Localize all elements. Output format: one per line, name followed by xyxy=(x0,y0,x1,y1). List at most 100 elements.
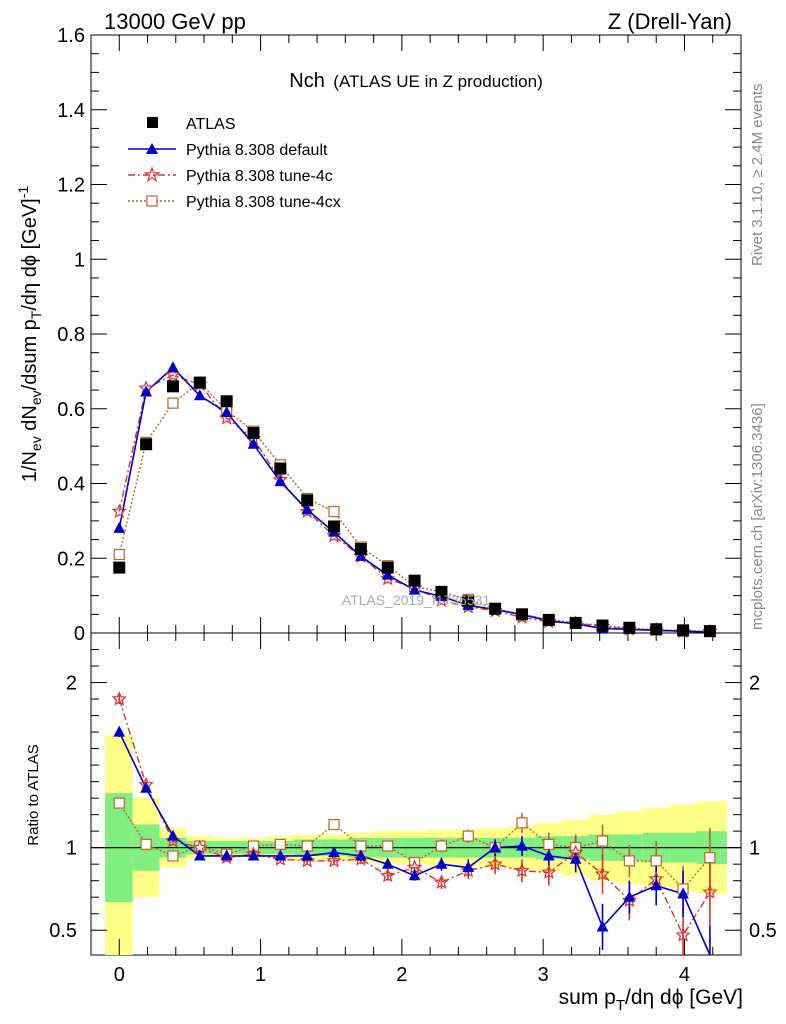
ratio-point-tune4c xyxy=(460,862,476,878)
ratio-point-default xyxy=(435,857,448,869)
ratio-point-default xyxy=(193,849,206,861)
ratio-series xyxy=(111,691,718,956)
top-ytick-label: 1.6 xyxy=(57,25,85,47)
ratio-point-tune4c xyxy=(702,884,718,899)
legend-marker-atlas xyxy=(147,117,158,128)
ratio-ylabel: Ratio to ATLAS xyxy=(25,744,42,845)
ratio-point-default xyxy=(247,849,260,861)
ratio-point-tune4c xyxy=(594,866,611,881)
top-point-default xyxy=(408,583,421,595)
top-point-default xyxy=(247,437,260,449)
ratio-point-tune4cx xyxy=(462,830,474,842)
mcplots-label: mcplots.cern.ch [arXiv:1306.3436] xyxy=(749,403,766,630)
rivet-label: Rivet 3.1.10, ≥ 2.4M events xyxy=(749,84,766,267)
ratio-line-tune4c xyxy=(118,698,711,937)
top-ytick-label: 1.4 xyxy=(57,100,85,122)
top-point-atlas xyxy=(677,624,690,637)
legend-label-atlas: ATLAS xyxy=(186,116,236,133)
ratio-point-default xyxy=(274,849,287,861)
ratio-point-default xyxy=(301,849,314,861)
top-point-default xyxy=(274,475,287,487)
ratio-point-default xyxy=(542,849,555,861)
ratio-point-default xyxy=(569,852,582,864)
ratio-point-tune4c xyxy=(487,856,503,871)
top-ytick-label: 1 xyxy=(74,249,85,271)
top-series xyxy=(111,361,718,639)
ratio-point-tune4cx xyxy=(167,850,179,862)
top-point-atlas xyxy=(623,621,636,634)
legend-label-tune4c: Pythia 8.308 tune-4c xyxy=(186,168,333,185)
ratio-point-tune4c xyxy=(326,852,342,868)
legend: ATLAS Pythia 8.308 default Pythia 8.308 … xyxy=(128,116,341,211)
header-left: 13000 GeV pp xyxy=(104,9,246,34)
ratio-point-default xyxy=(623,890,636,902)
top-point-atlas xyxy=(113,561,126,574)
ratio-point-tune4c xyxy=(111,691,127,706)
ratio-point-tune4c xyxy=(433,874,450,889)
ratio-point-default xyxy=(650,879,663,891)
top-point-atlas xyxy=(247,427,260,440)
ratio-point-tune4c xyxy=(380,867,396,883)
ratio-point-tune4c xyxy=(219,849,235,865)
top-point-atlas xyxy=(515,608,528,621)
top-point-atlas xyxy=(435,585,448,598)
ratio-point-default xyxy=(140,781,152,793)
top-point-default xyxy=(220,405,233,418)
ratio-point-tune4cx xyxy=(328,818,340,831)
top-point-atlas xyxy=(650,623,663,636)
top-ytick-label: 0.6 xyxy=(57,399,85,421)
top-point-tune4c xyxy=(380,570,396,586)
top-point-atlas xyxy=(220,395,233,408)
ratio-ytick-label-right: 0.5 xyxy=(749,920,777,942)
ratio-xtick-label: 3 xyxy=(538,964,549,986)
top-point-atlas xyxy=(140,438,153,451)
ratio-point-tune4c xyxy=(272,851,289,866)
legend-marker-tune4cx xyxy=(146,195,158,207)
ratio-point-tune4cx xyxy=(623,855,635,867)
ratio-point-tune4cx xyxy=(596,835,609,847)
top-point-tune4c xyxy=(165,367,181,382)
top-point-atlas xyxy=(703,625,716,638)
ratio-point-tune4c xyxy=(675,927,691,942)
top-point-default xyxy=(355,549,367,561)
top-point-default xyxy=(167,361,179,373)
top-ytick-label: 0.2 xyxy=(57,548,85,570)
ratio-point-default xyxy=(408,869,421,881)
top-point-default xyxy=(381,568,394,580)
top-point-default xyxy=(301,503,314,515)
top-point-atlas xyxy=(381,561,394,574)
header-right: Z (Drell-Yan) xyxy=(608,9,732,34)
top-ylabel: 1/Nev dNev/dsum pT/dη dϕ [GeV]-1 xyxy=(15,186,44,483)
ratio-ytick-label: 0.5 xyxy=(49,920,77,942)
top-point-tune4cx xyxy=(328,505,340,518)
top-point-atlas xyxy=(328,520,341,533)
ratio-point-tune4cx xyxy=(543,838,555,850)
xlabel: sum pT/dη dϕ [GeV] xyxy=(559,986,743,1014)
ratio-point-default xyxy=(596,920,609,932)
plot-title-sub: (ATLAS UE in Z production) xyxy=(333,72,542,91)
top-point-default xyxy=(193,389,206,401)
top-point-default xyxy=(140,385,152,397)
top-point-atlas xyxy=(569,616,582,629)
legend-label-default: Pythia 8.308 default xyxy=(186,142,328,159)
ratio-ytick-label: 2 xyxy=(66,673,77,695)
ratio-point-default xyxy=(113,725,126,737)
top-point-default xyxy=(113,521,126,533)
ratio-xtick-label: 4 xyxy=(679,964,690,986)
ratio-point-default xyxy=(677,887,689,899)
ratio-point-tune4cx xyxy=(650,855,662,867)
ratio-point-tune4cx xyxy=(140,838,152,850)
top-point-atlas xyxy=(166,380,179,393)
ratio-ytick-label: 1 xyxy=(66,838,77,860)
top-point-tune4c xyxy=(326,527,342,543)
ratio-point-tune4cx xyxy=(516,817,528,829)
ratio-point-default xyxy=(355,849,367,861)
top-point-tune4c xyxy=(433,592,450,607)
top-point-atlas xyxy=(301,494,314,507)
top-point-atlas xyxy=(542,613,555,626)
top-point-tune4cx xyxy=(113,548,125,561)
ratio-point-tune4c xyxy=(514,862,530,878)
ratio-point-default xyxy=(328,846,340,858)
top-ytick-label: 1.2 xyxy=(57,175,85,197)
